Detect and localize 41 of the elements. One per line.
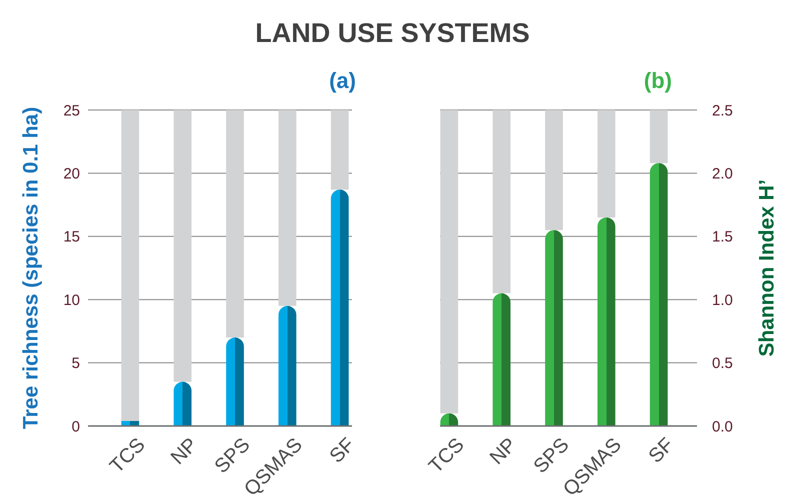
bar [278, 306, 296, 426]
y-tick-label: 25 [63, 102, 80, 120]
bar [545, 110, 563, 230]
y-tick-label: 15 [63, 228, 80, 246]
y-axis-title: Tree richness (species in 0.1 ha) [19, 106, 42, 430]
y-tick-label: 5 [72, 355, 80, 372]
x-tick-label: TCS [106, 434, 150, 478]
x-tick-label: SF [326, 434, 360, 468]
y-tick-label: 10 [63, 292, 80, 309]
bar [121, 110, 140, 421]
bar [174, 382, 192, 426]
bar [650, 110, 668, 164]
bar [545, 230, 563, 426]
y2-tick-label: 0.0 [712, 418, 733, 436]
bar [492, 110, 511, 294]
y2-tick-label: 0.5 [712, 355, 733, 372]
x-tick-label: NP [486, 434, 522, 470]
bar [492, 293, 511, 426]
y2-axis-title: Shannon Index H’ [755, 179, 778, 357]
bar [597, 110, 616, 218]
x-tick-label: SF [644, 434, 678, 468]
chart-subtitle: (a) [329, 68, 356, 93]
bar [440, 110, 458, 414]
bar [650, 163, 668, 426]
bar [226, 110, 244, 338]
bar [597, 217, 616, 426]
chart-subtitle: (b) [644, 68, 672, 93]
bar [330, 190, 349, 426]
y2-tick-label: 1.0 [712, 292, 733, 309]
y-tick-label: 0 [72, 418, 80, 436]
x-tick-label: NP [166, 434, 202, 470]
y-tick-label: 20 [63, 165, 80, 182]
y2-tick-label: 2.5 [712, 102, 733, 120]
x-tick-label: TCS [424, 434, 469, 478]
bar [174, 110, 192, 382]
y2-tick-label: 1.5 [712, 228, 733, 246]
bar [278, 110, 296, 306]
bar [226, 338, 244, 426]
y2-tick-label: 2.0 [712, 165, 733, 182]
bar [330, 110, 349, 190]
chart-title: LAND USE SYSTEMS [255, 18, 530, 48]
